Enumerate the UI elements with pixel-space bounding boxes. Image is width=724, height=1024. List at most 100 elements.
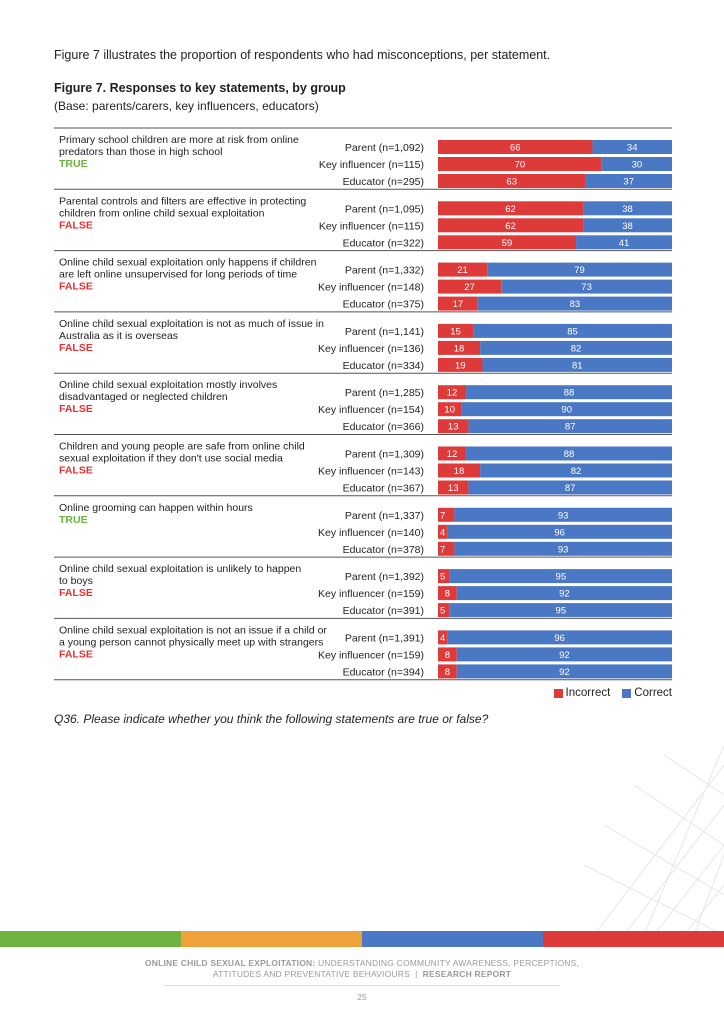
row-label: Parent (n=1,337)	[345, 510, 424, 522]
footer-bar-red	[543, 931, 724, 947]
statement-answer-false: FALSE	[59, 587, 93, 599]
data-label-incorrect: 63	[506, 177, 517, 188]
statement-answer-false: FALSE	[59, 465, 93, 477]
bar-incorrect	[438, 603, 450, 618]
row-label: Key influencer (n=159)	[318, 588, 424, 600]
bar-incorrect	[438, 586, 457, 601]
bar-correct	[501, 279, 672, 294]
bar-incorrect	[438, 201, 584, 216]
row-label: Parent (n=1,095)	[345, 203, 424, 215]
bar-incorrect	[438, 140, 593, 154]
data-label-incorrect: 4	[440, 527, 445, 538]
statement-answer-false: FALSE	[59, 281, 93, 293]
statement-text: disadvantaged or neglected children	[59, 391, 228, 403]
statement-text: Parental controls and filters are effect…	[59, 195, 306, 207]
row-label: Key influencer (n=154)	[318, 404, 424, 416]
bar-correct	[487, 262, 672, 277]
bar-incorrect	[438, 279, 502, 294]
row-label: Key influencer (n=148)	[318, 282, 424, 294]
row-label: Parent (n=1,092)	[345, 142, 424, 154]
data-label-correct: 96	[554, 633, 565, 644]
legend-label-correct: Correct	[634, 687, 672, 699]
row-label: Key influencer (n=140)	[318, 527, 424, 539]
footer-divider	[163, 985, 560, 986]
data-label-incorrect: 8	[445, 589, 450, 600]
bar-incorrect	[438, 235, 577, 250]
statement-text: a young person cannot physically meet up…	[59, 636, 323, 648]
row-label: Parent (n=1,332)	[345, 265, 424, 277]
data-label-incorrect: 18	[454, 343, 465, 354]
bar-incorrect	[438, 463, 481, 478]
data-label-correct: 34	[627, 143, 638, 154]
data-label-correct: 87	[565, 422, 576, 433]
bar-correct	[449, 603, 672, 618]
bar-correct	[583, 218, 672, 233]
footer-report-label: RESEARCH REPORT	[422, 969, 512, 979]
row-label: Key influencer (n=143)	[318, 466, 424, 478]
row-label: Key influencer (n=159)	[318, 649, 424, 661]
row-label: Key influencer (n=115)	[319, 220, 424, 232]
bar-incorrect	[438, 419, 469, 434]
footer-title-bold: ONLINE CHILD SEXUAL EXPLOITATION:	[144, 958, 316, 968]
row-label: Parent (n=1,309)	[345, 449, 424, 461]
footer-bar-blue	[362, 931, 543, 947]
statement-text: Online child sexual exploitation is not …	[59, 624, 327, 636]
data-label-incorrect: 27	[464, 282, 475, 293]
row-label: Educator (n=367)	[343, 483, 424, 495]
footer-bar-orange	[181, 931, 362, 947]
bar-correct	[480, 340, 672, 355]
statement-text: Online grooming can happen within hours	[59, 502, 253, 514]
row-label: Educator (n=295)	[343, 176, 424, 188]
row-label: Key influencer (n=115)	[319, 159, 424, 171]
data-label-correct: 95	[556, 572, 567, 583]
legend-item-correct: Correct	[622, 687, 672, 699]
bar-correct	[473, 323, 672, 338]
data-label-incorrect: 66	[510, 143, 521, 154]
row-label: Educator (n=366)	[343, 421, 424, 433]
data-label-correct: 93	[558, 544, 569, 555]
bar-incorrect	[438, 174, 586, 188]
statement-answer-false: FALSE	[59, 219, 93, 231]
data-label-correct: 81	[572, 360, 583, 371]
data-label-incorrect: 10	[444, 405, 455, 416]
data-label-correct: 30	[632, 160, 643, 171]
bar-incorrect	[438, 385, 467, 400]
footer-publication-title: ONLINE CHILD SEXUAL EXPLOITATION: UNDERS…	[0, 958, 724, 980]
bar-correct	[482, 357, 672, 372]
bar-correct	[456, 586, 672, 601]
data-label-incorrect: 8	[445, 650, 450, 661]
bar-incorrect	[438, 480, 469, 495]
statement-answer-true: TRUE	[59, 158, 88, 170]
data-label-correct: 82	[571, 343, 582, 354]
bar-incorrect	[438, 647, 457, 662]
intro-paragraph: Figure 7 illustrates the proportion of r…	[54, 48, 551, 62]
statement-text: Primary school children are more at risk…	[59, 134, 299, 146]
data-label-correct: 37	[623, 177, 634, 188]
row-label: Parent (n=1,392)	[345, 571, 424, 583]
bar-correct	[447, 630, 672, 645]
data-label-correct: 85	[567, 326, 578, 337]
row-label: Educator (n=334)	[343, 360, 424, 372]
row-label: Parent (n=1,141)	[345, 326, 424, 338]
data-label-incorrect: 13	[448, 483, 459, 494]
bar-incorrect	[438, 446, 467, 461]
bar-correct	[456, 664, 672, 679]
footer-separator: |	[415, 969, 418, 979]
data-label-incorrect: 13	[448, 422, 459, 433]
row-label: Parent (n=1,285)	[345, 387, 424, 399]
bar-correct	[468, 480, 672, 495]
data-label-correct: 38	[622, 204, 633, 215]
bar-correct	[449, 569, 672, 584]
legend-swatch-correct	[622, 688, 632, 698]
bar-incorrect	[438, 664, 457, 679]
bar-incorrect	[438, 262, 488, 277]
bar-correct	[447, 524, 672, 539]
data-label-incorrect: 70	[515, 160, 526, 171]
bar-incorrect	[438, 357, 483, 372]
bar-correct	[461, 402, 672, 417]
statement-text: to boys	[59, 575, 93, 587]
page-number: 25	[357, 992, 367, 1002]
bar-correct	[585, 174, 672, 188]
bar-incorrect	[438, 630, 448, 645]
bar-correct	[454, 541, 672, 556]
